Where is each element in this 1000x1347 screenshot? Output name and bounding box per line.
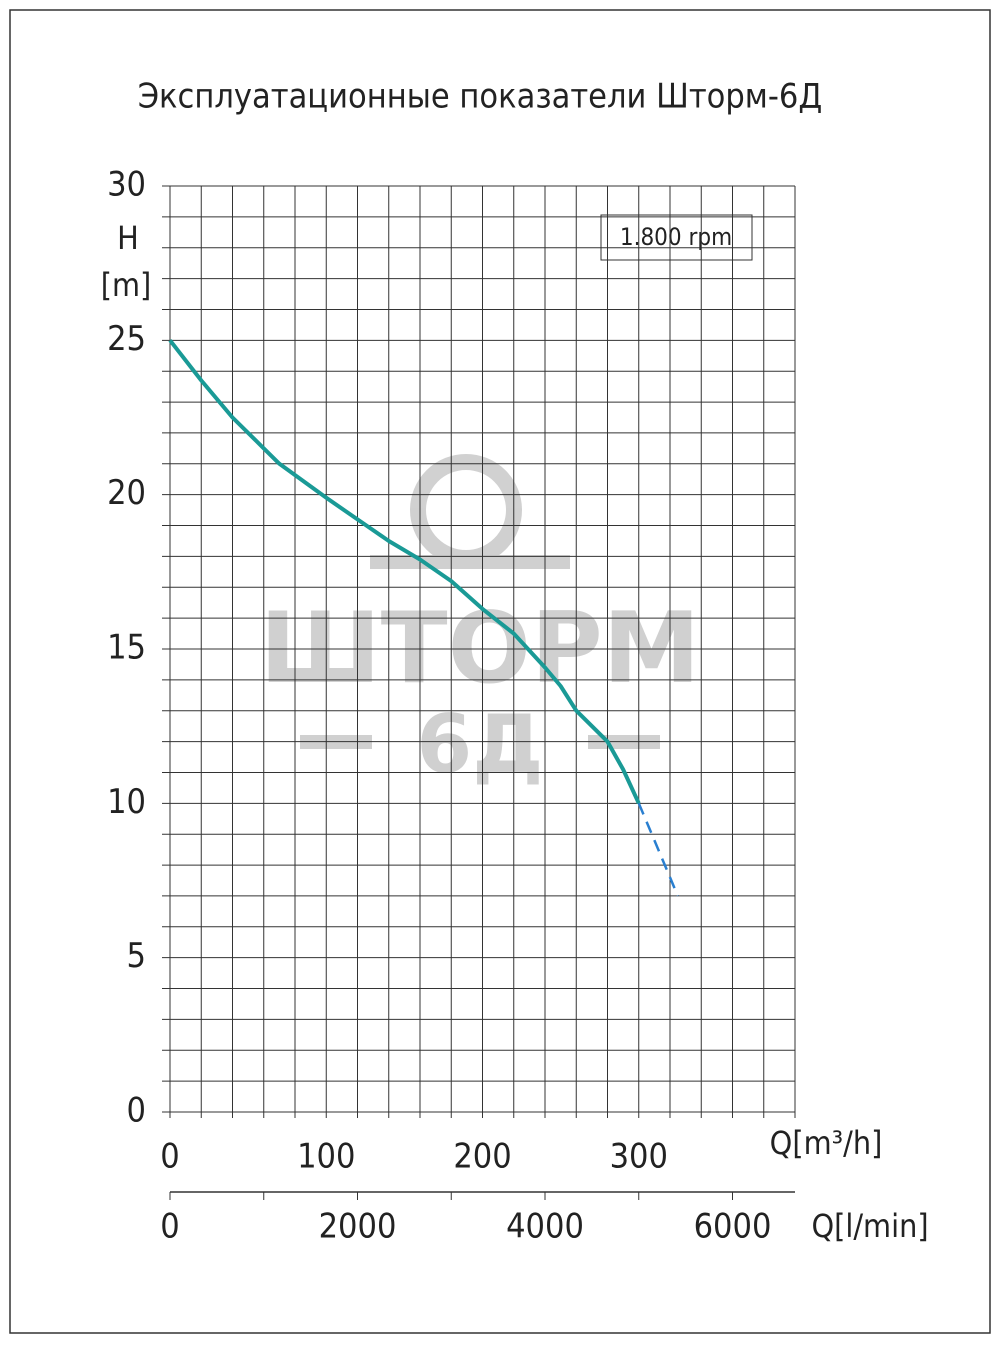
series-line (168, 339, 641, 805)
chart-title: Эксплуатационные показатели Шторм-6Д (138, 77, 823, 117)
x2-axis-label: Q[l/min] (811, 1207, 928, 1245)
series-line (637, 802, 679, 897)
x-tick-label: 100 (297, 1137, 355, 1177)
x2-tick-label: 4000 (506, 1207, 584, 1247)
x2-tick-label: 0 (160, 1207, 179, 1247)
frame (9, 9, 991, 1334)
watermark-logo (410, 454, 522, 566)
y-axis-unit: [m] (101, 266, 152, 304)
y-axis-label: H (117, 219, 139, 257)
watermark-logo (370, 555, 570, 569)
y-tick-label: 20 (107, 473, 146, 513)
x-tick-label: 300 (610, 1137, 668, 1177)
watermark-text: 6Д (417, 698, 544, 791)
annotation-box (600, 214, 753, 261)
y-tick-label: 10 (107, 782, 146, 822)
annotation: 1.800 rpm (620, 223, 732, 251)
x-tick-label: 0 (160, 1137, 179, 1177)
y-tick-label: 15 (107, 628, 146, 668)
x-tick-label: 200 (453, 1137, 511, 1177)
y-tick-label: 5 (127, 936, 146, 976)
x2-tick-label: 2000 (319, 1207, 397, 1247)
x-axis-label: Q[m³/h] (770, 1124, 883, 1162)
y-tick-label: 30 (107, 165, 146, 205)
y-tick-label: 25 (107, 319, 146, 359)
x2-tick-label: 6000 (694, 1207, 772, 1247)
y-tick-label: 0 (127, 1091, 146, 1131)
